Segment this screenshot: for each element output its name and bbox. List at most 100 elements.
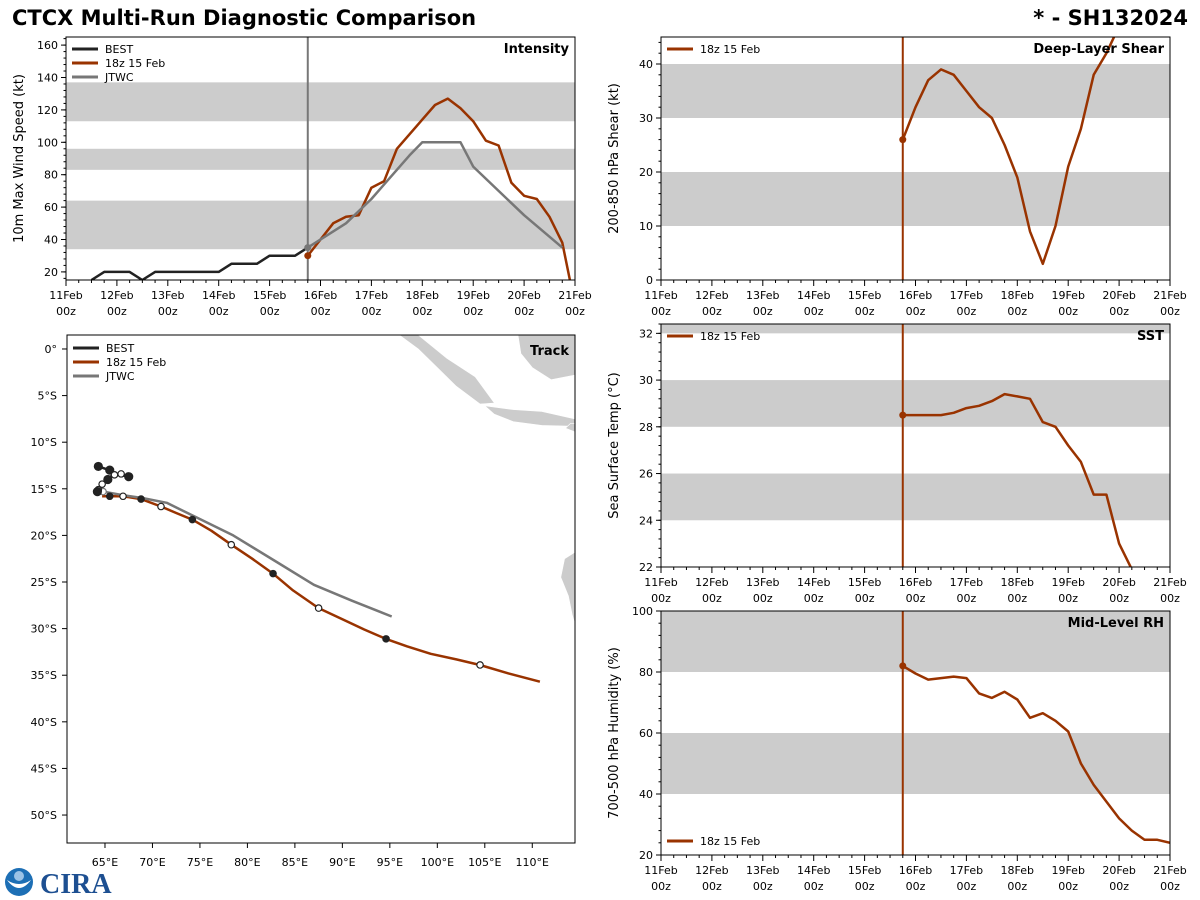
noaa-logo-icon [5, 868, 33, 896]
rh-xtick-label-time: 00z [1007, 880, 1027, 893]
intensity-xtick-label-time: 00z [362, 305, 382, 318]
sst-ylabel: Sea Surface Temp (°C) [607, 372, 622, 519]
sst-xtick-label-time: 00z [855, 592, 875, 605]
sst-xtick-label: 21Feb [1153, 576, 1186, 589]
sst-point-run [899, 411, 907, 419]
track-xtick-label: 90°E [329, 856, 355, 869]
intensity-xtick-label-time: 00z [56, 305, 76, 318]
track-point-best [103, 474, 113, 485]
cira-logo-text: CIRA [40, 869, 112, 898]
rh-point-run [899, 662, 907, 670]
intensity-band [66, 200, 575, 250]
track-xtick-label: 70°E [139, 856, 165, 869]
shear-xtick-label: 13Feb [746, 289, 779, 302]
rh-xtick-label-time: 00z [957, 880, 977, 893]
sst-xtick-label: 17Feb [950, 576, 983, 589]
intensity-series-jtwc [307, 141, 564, 249]
shear-xtick-label: 21Feb [1153, 289, 1186, 302]
track-point-best [93, 461, 103, 472]
shear-ytick-label: 20 [639, 166, 653, 179]
sst-ytick-label: 22 [639, 561, 653, 574]
intensity-ytick-label: 160 [37, 39, 58, 52]
sst-xtick-label-time: 00z [906, 592, 926, 605]
page-title: CTCX Multi-Run Diagnostic Comparison [12, 6, 477, 30]
track-point-run [382, 635, 390, 643]
intensity-title: Intensity [504, 42, 570, 57]
shear-xtick-label-time: 00z [1007, 305, 1027, 318]
shear-xtick-label: 19Feb [1051, 289, 1084, 302]
sst-xtick-label: 13Feb [746, 576, 779, 589]
track-ytick-label: 40°S [31, 716, 57, 729]
shear-xtick-label-time: 00z [753, 305, 773, 318]
sst-xtick-label: 16Feb [899, 576, 932, 589]
shear-xtick-label: 15Feb [848, 289, 881, 302]
track-point-run [137, 495, 145, 503]
sst-band [661, 380, 1170, 427]
sst-xtick-label-time: 00z [1160, 592, 1180, 605]
track-legend-label-run: 18z 15 Feb [106, 356, 166, 369]
track-point-run [476, 661, 484, 669]
shear-ytick-label: 40 [639, 58, 653, 71]
intensity-ytick-label: 140 [37, 72, 58, 85]
noaa-emblem [14, 871, 24, 881]
rh-ytick-label: 60 [639, 727, 653, 740]
noaa-bird-shape [7, 880, 31, 888]
intensity-xtick-label: 19Feb [456, 289, 489, 302]
shear-title: Deep-Layer Shear [1033, 42, 1164, 57]
rh-xtick-label-time: 00z [753, 880, 773, 893]
shear-band [661, 172, 1170, 226]
intensity-frame [65, 36, 576, 281]
intensity-panel: 20 40 60 80 100 120 140 160 11Feb 00z 12Feb 00z 13Fe… [12, 36, 592, 318]
sst-band [661, 324, 1170, 334]
track-xtick-label: 75°E [187, 856, 213, 869]
track-xtick-label: 110°E [516, 856, 549, 869]
land-mass [483, 405, 575, 427]
intensity-xtick-label: 14Feb [202, 289, 235, 302]
intensity-ytick-label: 20 [44, 266, 58, 279]
shear-xtick-label-time: 00z [702, 305, 722, 318]
track-series-run [102, 495, 541, 683]
intensity-ytick-label: 80 [44, 169, 58, 182]
intensity-xtick-label: 17Feb [355, 289, 388, 302]
land-mass [517, 335, 575, 381]
sst-xtick-label-time: 00z [957, 592, 977, 605]
track-point-best [124, 472, 134, 482]
shear-ytick-label: 0 [646, 274, 653, 287]
track-xtick-label: 85°E [282, 856, 308, 869]
rh-xtick-label: 17Feb [950, 864, 983, 877]
track-ytick-label: 50°S [31, 809, 57, 822]
track-xtick-label: 80°E [234, 856, 260, 869]
intensity-xtick-label: 15Feb [253, 289, 286, 302]
intensity-ytick-label: 120 [37, 104, 58, 117]
track-point-best [110, 471, 119, 479]
land-mass [560, 551, 575, 625]
intensity-legend-label-best: BEST [105, 43, 133, 56]
shear-ytick-label: 30 [639, 112, 653, 125]
track-xtick-label: 65°E [92, 856, 118, 869]
rh-xtick-label-time: 00z [1109, 880, 1129, 893]
intensity-band [66, 148, 575, 170]
intensity-band [66, 82, 575, 122]
sst-title: SST [1137, 329, 1164, 344]
intensity-legend-label-jtwc: JTWC [104, 71, 134, 84]
rh-xtick-label: 18Feb [1001, 864, 1034, 877]
intensity-xtick-label: 13Feb [151, 289, 184, 302]
track-point-best [105, 465, 115, 475]
track-point-run [119, 492, 127, 501]
rh-xtick-label: 20Feb [1102, 864, 1135, 877]
sst-ytick-label: 28 [639, 421, 653, 434]
land-mass [564, 423, 575, 433]
sst-series-run [902, 392, 1133, 567]
track-ytick-label: 10°S [31, 436, 57, 449]
track-panel: 0° 5°S 10°S 15°S 20°S 25°S 30°S 35°S 40°S 45°S 50°… [31, 334, 576, 869]
rh-xtick-label: 21Feb [1153, 864, 1186, 877]
sst-ytick-label: 26 [639, 468, 653, 481]
track-point-run [227, 540, 236, 549]
shear-frame [660, 36, 1171, 281]
track-point-run [269, 569, 277, 578]
rh-xtick-label: 19Feb [1051, 864, 1084, 877]
shear-xtick-label-time: 00z [957, 305, 977, 318]
rh-ytick-label: 80 [639, 666, 653, 679]
intensity-xtick-label-time: 00z [209, 305, 229, 318]
intensity-xtick-label-time: 00z [514, 305, 534, 318]
